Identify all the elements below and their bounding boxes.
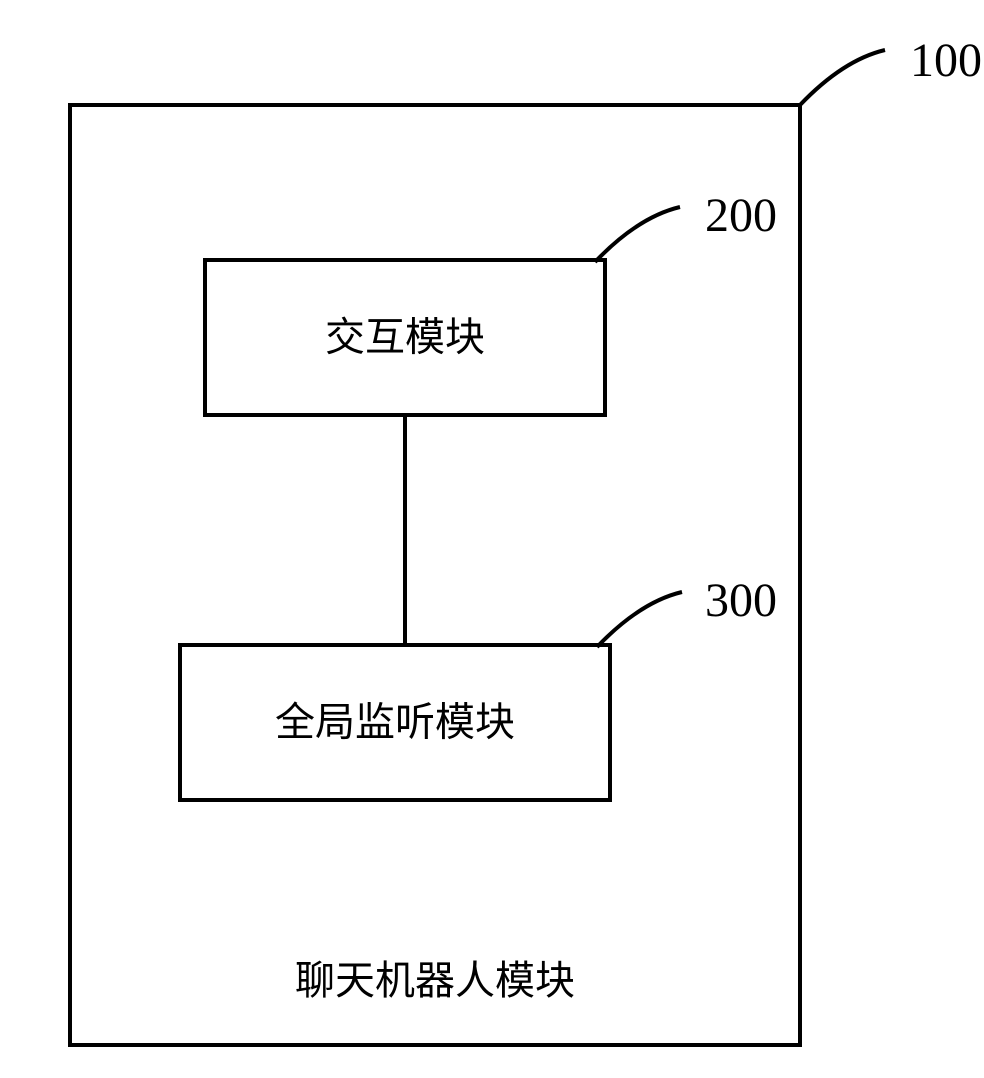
outer-box-label: 聊天机器人模块 <box>295 958 575 1003</box>
node-ref: 300 <box>705 574 777 627</box>
node-ref: 200 <box>705 189 777 242</box>
node-label: 交互模块 <box>325 315 485 360</box>
nodes-group: 交互模块 200 全局监听模块 300 <box>180 189 777 800</box>
outer-box <box>70 105 800 1045</box>
outer-ref: 100 <box>910 34 982 87</box>
node-leader <box>597 592 682 647</box>
outer-leader <box>800 50 885 105</box>
node-label: 全局监听模块 <box>275 700 515 745</box>
diagram-canvas: 聊天机器人模块 100 交互模块 200 全局监听模块 300 <box>0 0 984 1078</box>
node-leader <box>595 207 680 262</box>
